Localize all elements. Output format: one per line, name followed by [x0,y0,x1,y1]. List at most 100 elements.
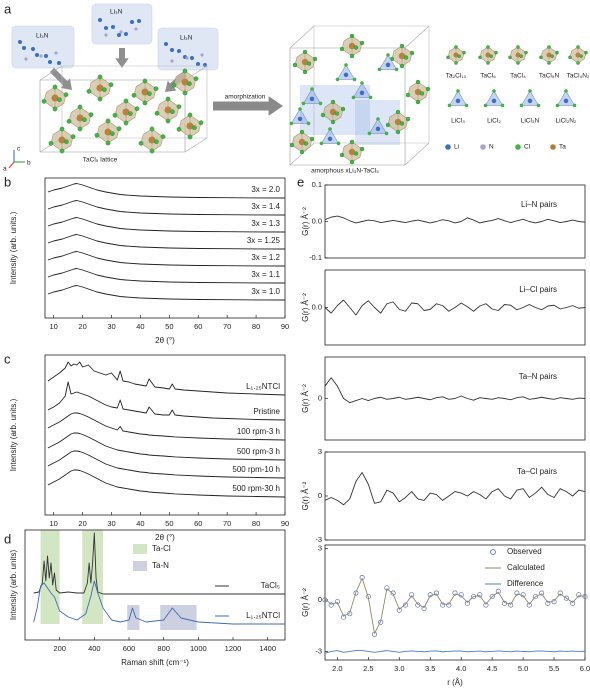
cl-atom [105,118,111,124]
cl-atom [425,86,431,92]
data-point [514,590,520,596]
cl-atom [59,148,65,154]
li-polyhedron [448,90,468,106]
region [160,605,197,630]
cl-atom [409,50,415,56]
cl-atom [454,61,458,65]
cl-atom [486,45,490,49]
x-tick-label: 10 [50,322,58,331]
data-point [576,592,582,598]
data-point [402,602,409,608]
legend-label: TaCl₄ [510,73,526,80]
cl-atom [385,122,391,128]
y-tick-label: 0 [318,595,322,604]
cl-atom [105,140,111,146]
data-line [47,361,286,396]
x-tick-label: 70 [223,519,231,528]
cl-atom [306,61,312,66]
y-tick-label: 0.1 [312,180,322,189]
annotation: Li–N pairs [521,200,557,209]
annotation: Li–Cl pairs [519,285,557,294]
ta-atom [51,94,59,102]
x-tick-label: 60 [194,519,202,528]
arrow [213,96,283,116]
atom-label: Ta [559,144,566,151]
cl-atom [352,77,357,82]
cl-atom [193,76,199,82]
ta-atom [148,136,156,144]
series-label: 3x = 1.2 [251,253,280,262]
arrow [49,67,72,90]
x-tick-label: 80 [252,519,260,528]
n-atom [200,53,204,57]
ta-atom [394,118,402,126]
cl-atom [77,126,83,132]
cl-atom [547,45,551,49]
x-tick-label: 3.5 [425,664,435,673]
atom-swatch [480,144,486,150]
series-label: L₁.₂₅NTCl [246,382,280,391]
cl-atom [299,129,305,135]
cl-atom [170,109,175,115]
li-atom [375,126,381,132]
x-tick-label: 90 [281,322,289,331]
atom-swatch [445,144,451,150]
ta-atom [164,106,172,114]
cl-atom [349,33,355,39]
cl-atom [489,54,493,58]
cl-atom [182,90,188,96]
series-label: 3x = 1.0 [251,287,280,296]
ta-atom [515,52,521,58]
x-tick-label: 4.0 [456,664,466,673]
ta-atom [575,52,581,58]
li-atom [190,56,194,60]
cl-atom [547,61,551,65]
cl-atom [492,89,496,93]
cl-atom [160,134,166,140]
ta-atom [348,148,356,156]
reactant-cell [157,27,219,71]
data-point [563,595,569,601]
legend-label: LiCl₃N [521,118,540,125]
cl-atom [134,106,140,112]
cl-atom [359,40,365,46]
panel-label: c [4,351,11,366]
x-tick-label: 4.5 [487,664,497,673]
cl-atom [86,88,92,94]
cl-atom [165,118,171,124]
series-label: TaCl₅ [261,581,280,590]
data-point [495,588,501,594]
x-tick-label: 5.0 [518,664,528,673]
ta-atom [546,52,552,58]
cell-edge [39,65,63,81]
li-atom [48,60,52,64]
x-tick-label: 70 [223,322,231,331]
li-atom [327,136,333,142]
cell-edge [184,137,208,153]
y-tick-label: 0 [318,393,322,402]
ta-atom [398,52,406,60]
cl-atom [446,55,450,60]
series-label: 100 rpm-3 h [237,427,280,436]
data-line [47,381,286,421]
cl-atom [524,50,528,55]
data-line [324,377,586,404]
n-atom [54,51,58,55]
reactant-label: Li₃N [180,35,193,42]
cl-atom [302,49,308,55]
y-tick-label: 3 [318,543,322,552]
cl-atom [330,119,336,125]
cl-atom [309,136,315,142]
cl-atom [110,131,115,136]
cl-atom [182,68,188,74]
cl-atom [292,62,298,68]
n-atom [134,27,138,31]
cl-atom [52,106,58,112]
cell-edge [404,25,430,49]
cl-atom [579,54,583,58]
data-line [47,285,286,301]
li-polyhedron [336,64,356,80]
axis-label: b [27,160,31,167]
li-atom [455,98,461,104]
